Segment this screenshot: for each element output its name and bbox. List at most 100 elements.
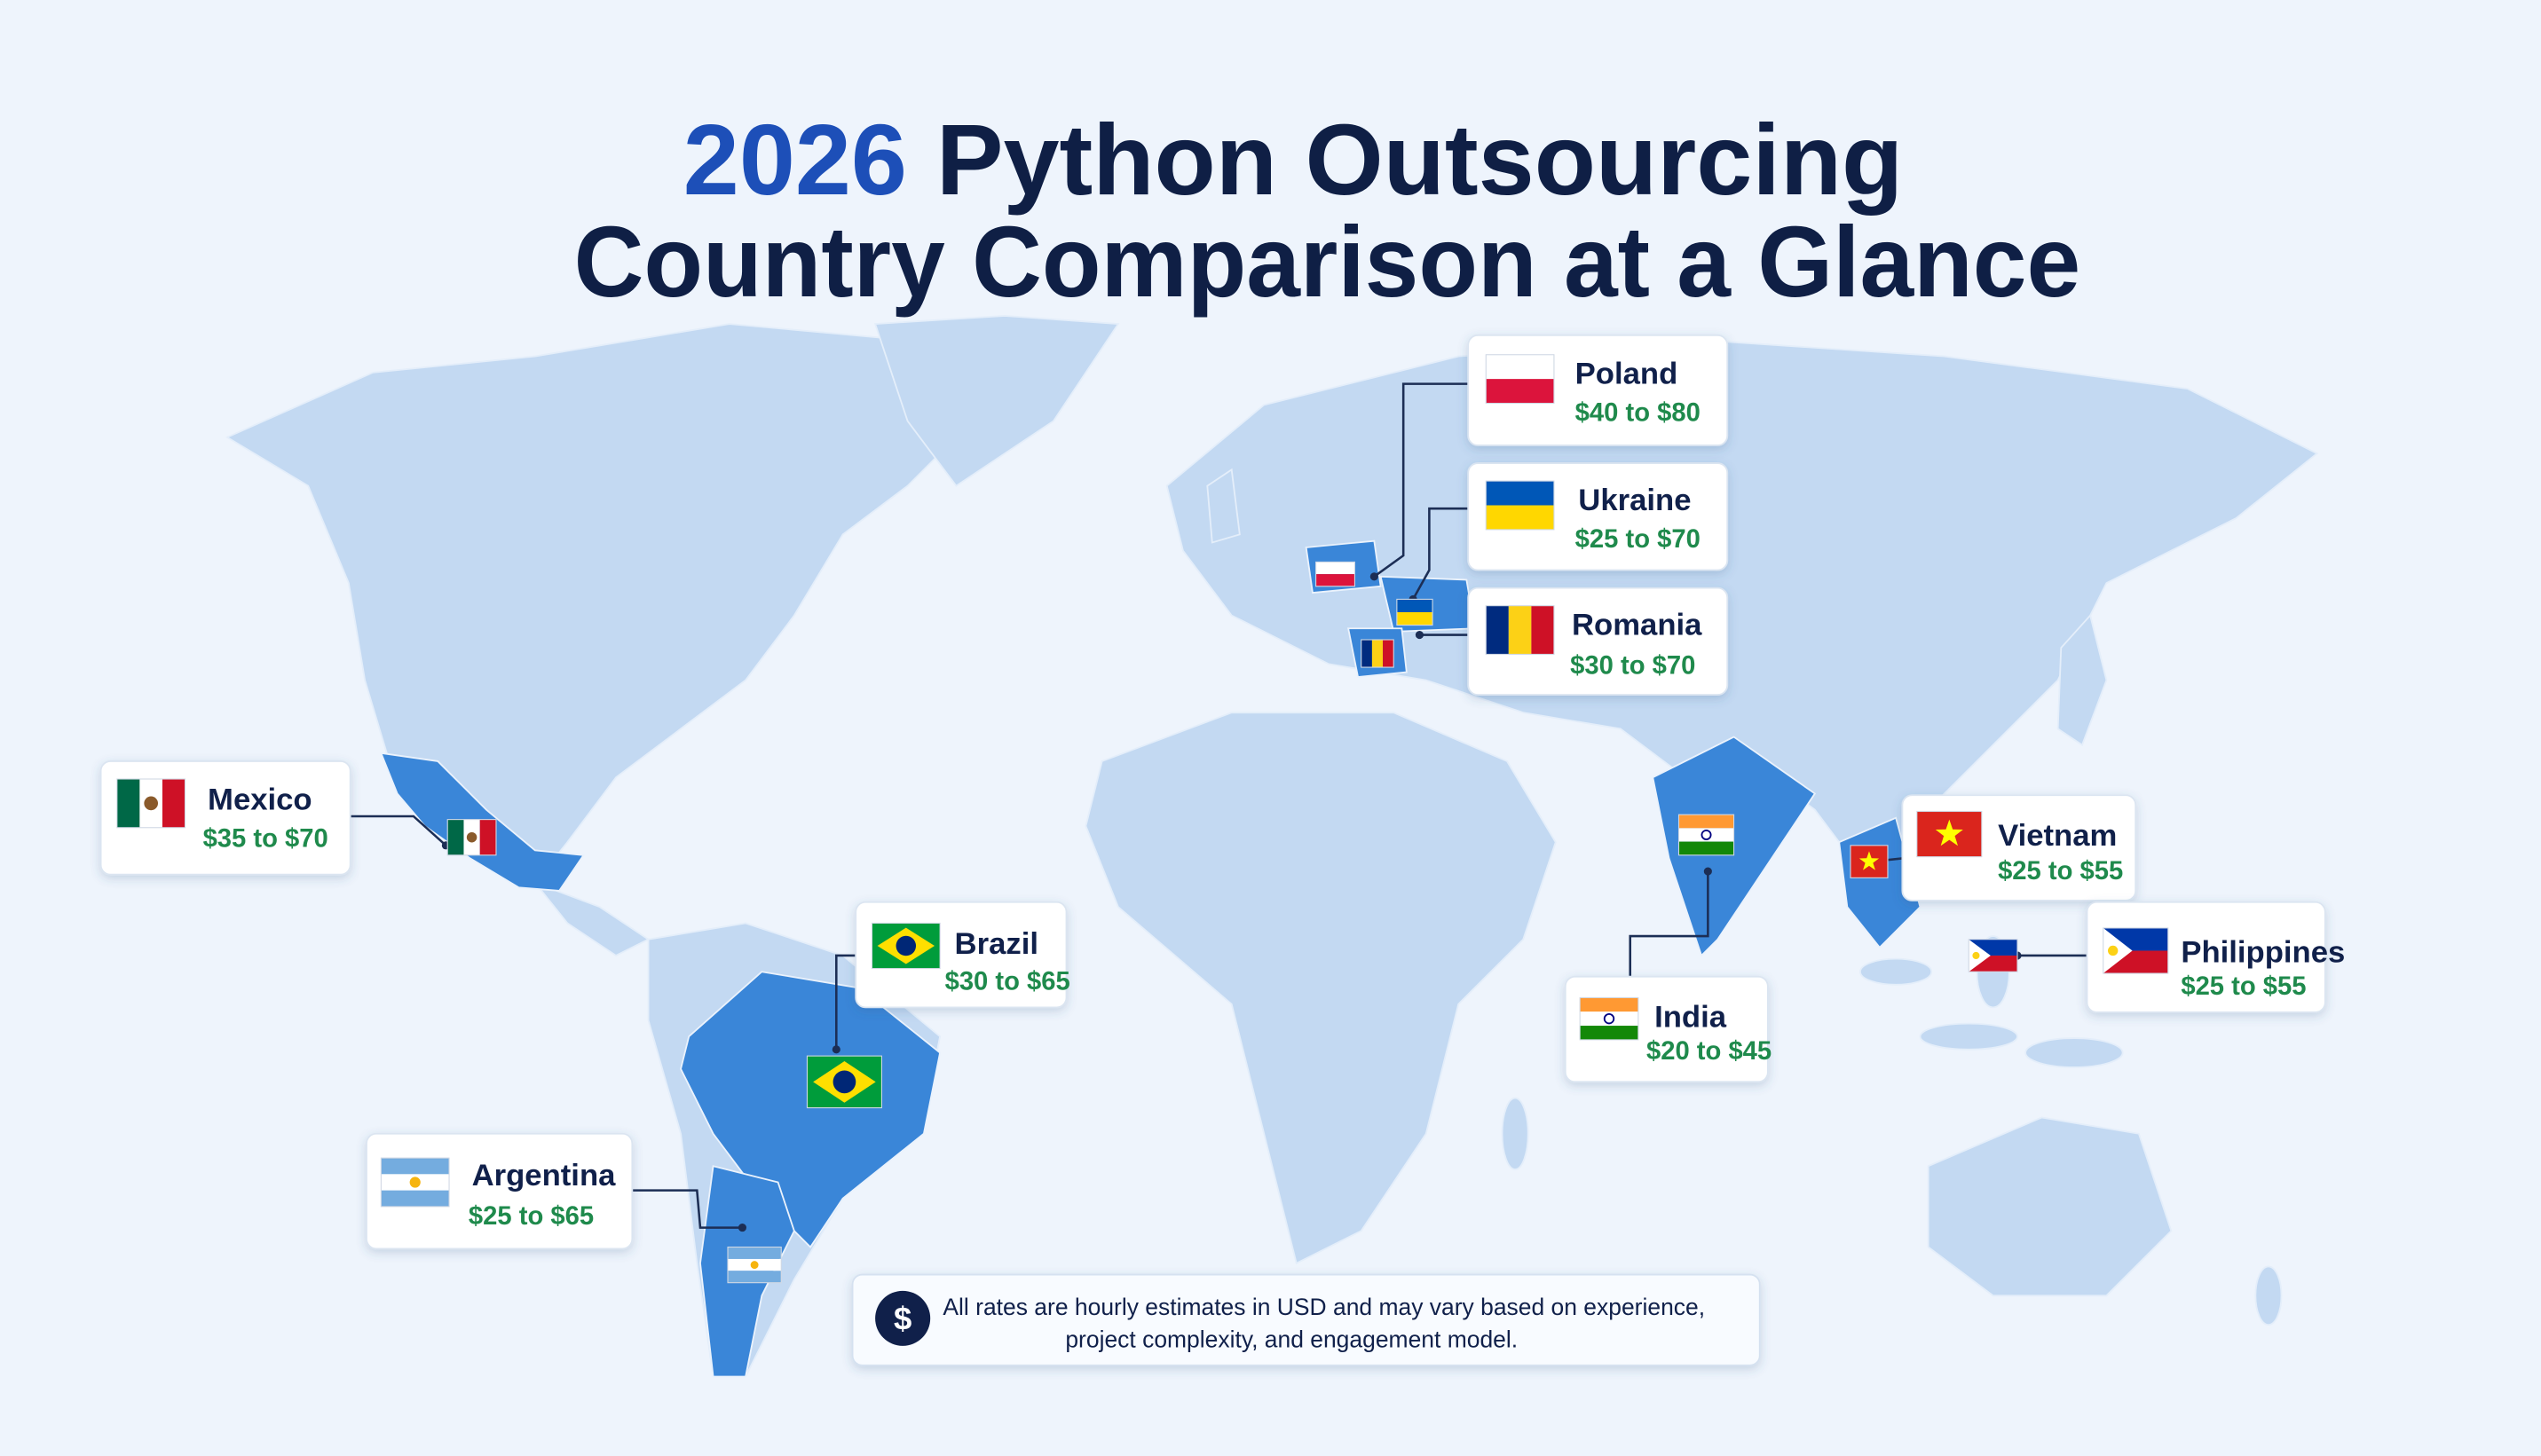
flag-part	[1678, 828, 1734, 842]
title: 2026 Python Outsourcing Country Compariso…	[574, 104, 2081, 318]
country-rate: $40 to $80	[1575, 399, 1701, 428]
flag-part	[409, 1177, 421, 1188]
flag-border	[1850, 845, 1889, 878]
flag-part	[447, 819, 464, 855]
flag-border	[446, 819, 497, 856]
flag	[1485, 605, 1555, 655]
flag-part	[1486, 505, 1554, 530]
title-line1: 2026 Python Outsourcing	[683, 104, 1903, 216]
flag-part	[479, 819, 496, 855]
flag-part	[2108, 945, 2119, 956]
flag-part	[728, 1247, 782, 1259]
connector	[1629, 871, 1709, 977]
flag-part	[728, 1271, 782, 1283]
flag	[727, 1246, 782, 1284]
flag-part	[1315, 574, 1355, 586]
country-name: Brazil	[955, 927, 1038, 961]
country-name: Mexico	[208, 783, 312, 817]
flag-part	[1396, 599, 1433, 612]
flag-part	[1486, 354, 1554, 380]
flag-border	[1916, 810, 1983, 858]
country-rate: $20 to $45	[1646, 1037, 1772, 1066]
footnote-icon	[875, 1290, 931, 1346]
flag-border	[1677, 814, 1735, 856]
flag-border	[1579, 996, 1639, 1041]
connector	[350, 815, 447, 846]
country-rate: $30 to $70	[1570, 651, 1695, 680]
connector-dot	[1703, 867, 1712, 876]
flag-part	[1396, 611, 1433, 626]
flag-part	[1486, 481, 1554, 506]
country-rate: $25 to $55	[2181, 972, 2306, 1001]
flag-part	[1486, 379, 1554, 404]
flag-border	[1485, 480, 1555, 531]
title-line2: Country Comparison at a Glance	[574, 206, 2081, 318]
flag-part	[750, 1261, 759, 1270]
footnote-line2: project complexity, and engagement model…	[1065, 1326, 1518, 1353]
flag-part	[1371, 640, 1384, 668]
footnote-line1: All rates are hourly estimates in USD an…	[943, 1294, 1705, 1320]
flag-border	[806, 1055, 882, 1109]
country-callouts: Poland $40 to $80 Ukraine $25 to $70 Romania…	[99, 334, 2345, 1284]
connector-dot	[738, 1224, 746, 1232]
connector	[1373, 382, 1469, 578]
flag	[1485, 354, 1555, 405]
flag-part	[1678, 841, 1734, 855]
flag-border	[1396, 598, 1433, 626]
flag-part	[381, 1158, 450, 1175]
flag-part	[1580, 997, 1638, 1012]
flag-part	[466, 831, 477, 843]
flag	[1396, 598, 1433, 626]
flag-border	[2103, 927, 2169, 974]
flag-part	[1858, 851, 1880, 870]
country-name: Poland	[1575, 358, 1678, 391]
flag-part	[1508, 605, 1532, 655]
flag-border	[871, 922, 941, 970]
flag	[116, 778, 186, 829]
country-name: Ukraine	[1578, 484, 1691, 517]
flag	[2103, 927, 2169, 974]
flag	[380, 1157, 450, 1208]
country-rate: $25 to $65	[469, 1202, 594, 1231]
flag-part	[1361, 640, 1372, 668]
country-rate: $30 to $65	[945, 967, 1070, 996]
flag-border	[1361, 639, 1394, 668]
flag-part	[1580, 1026, 1638, 1040]
flag-border	[1485, 354, 1555, 405]
flag-border	[1968, 939, 2018, 972]
footnote: $ All rates are hourly estimates in USD …	[851, 1273, 1761, 1366]
connector-dot	[1369, 572, 1378, 581]
flag-part	[381, 1190, 450, 1207]
country-name: Romania	[1572, 609, 1702, 642]
country-name: India	[1654, 1000, 1727, 1034]
flag	[446, 819, 497, 856]
connector-dot	[832, 1045, 840, 1054]
flag	[806, 1055, 882, 1109]
flag-border	[1315, 561, 1355, 587]
flag-part	[1531, 605, 1554, 655]
flag-part	[1383, 640, 1394, 668]
flag-part	[1701, 829, 1712, 840]
flag	[1315, 561, 1355, 587]
connector-dot	[1415, 630, 1424, 640]
connector	[632, 1189, 743, 1229]
title-year: 2026	[683, 104, 907, 216]
connector	[835, 954, 856, 1050]
flag-part	[1972, 951, 1980, 960]
flag-border	[1485, 605, 1555, 655]
country-name: Argentina	[472, 1159, 617, 1192]
flag-part	[1603, 1012, 1615, 1025]
flag-border	[116, 778, 186, 829]
flag-part	[896, 935, 917, 956]
flag	[1916, 810, 1983, 858]
country-rate: $25 to $55	[1998, 857, 2123, 885]
flag-part	[1969, 939, 1991, 972]
flag	[1677, 814, 1735, 856]
country-name: Philippines	[2181, 935, 2345, 969]
flag-border	[380, 1157, 450, 1208]
flag	[1485, 480, 1555, 531]
flag-part	[1486, 605, 1509, 655]
flag-part	[1315, 562, 1355, 575]
